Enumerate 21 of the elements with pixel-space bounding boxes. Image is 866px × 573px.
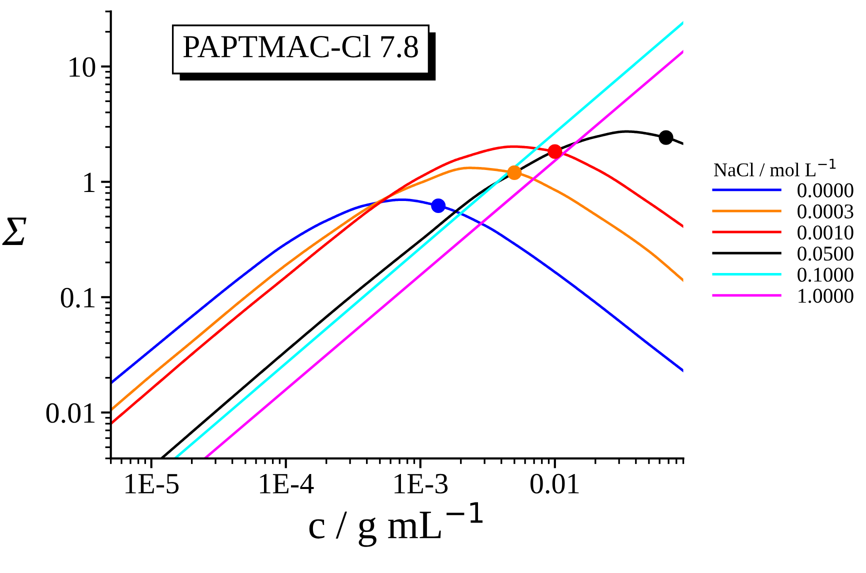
legend-label: 0.1000 bbox=[798, 268, 854, 282]
y-tick-label: 0.01 bbox=[46, 403, 95, 424]
y-tick-label: 0.1 bbox=[60, 288, 95, 308]
y-axis-title: Σ bbox=[2, 218, 26, 245]
x-tick-label: 0.01 bbox=[530, 474, 579, 494]
y-tick-label: 10 bbox=[70, 57, 96, 77]
legend-label: 0.0010 bbox=[798, 225, 854, 240]
legend-title: NaCl / mol L$^{−1}$ bbox=[714, 158, 836, 176]
x-axis-title: c / g mL$^{−1}$ bbox=[309, 502, 483, 547]
y-tick-label: 1 bbox=[84, 172, 95, 192]
legend-label: 0.0000 bbox=[798, 183, 854, 198]
x-tick-label: 1E-4 bbox=[260, 474, 314, 494]
legend-label: 0.0003 bbox=[798, 204, 854, 219]
text: PAPTMAC-Cl 7.8 bbox=[183, 34, 418, 58]
point bbox=[431, 198, 446, 214]
point bbox=[507, 165, 522, 180]
point bbox=[658, 130, 674, 145]
x-tick-label: 1E-3 bbox=[394, 474, 448, 494]
legend-label: 0.0500 bbox=[798, 246, 854, 261]
legend-label: 1.0000 bbox=[798, 288, 854, 303]
x-tick-label: 1E-5 bbox=[126, 474, 179, 494]
